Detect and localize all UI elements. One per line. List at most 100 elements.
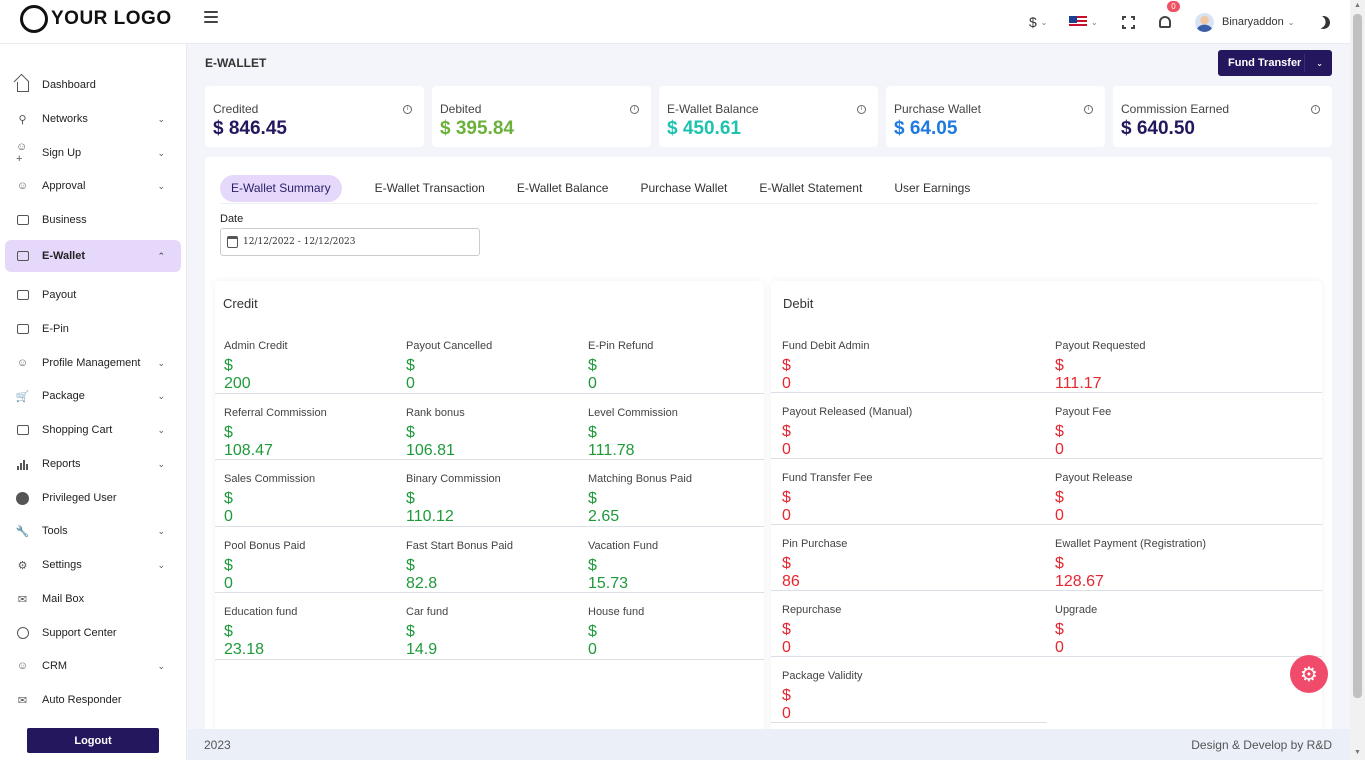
summary-item-value: $ 0	[224, 556, 233, 592]
tab-e-wallet-transaction[interactable]: E-Wallet Transaction	[374, 180, 485, 195]
summary-item-value: $ 128.67	[1055, 555, 1104, 590]
mail-icon: ✉	[17, 593, 28, 606]
settings-fab-button[interactable]: ⚙	[1290, 655, 1328, 693]
chevron-down-icon: ⌄	[1287, 17, 1295, 27]
sidebar-item-tools[interactable]: 🔧 Tools ⌄	[5, 515, 181, 547]
user-plus-icon: ☺+	[16, 141, 28, 165]
sidebar-item-payout[interactable]: Payout	[5, 279, 181, 311]
fund-transfer-label: Fund Transfer	[1228, 57, 1302, 69]
info-icon[interactable]: i	[630, 105, 639, 114]
chevron-down-icon: ⌄	[1040, 17, 1048, 27]
sidebar-item-profile-management[interactable]: ☺ Profile Management ⌄	[5, 347, 181, 379]
sidebar-item-label: Privileged User	[42, 492, 117, 504]
logo[interactable]: YOUR LOGO	[20, 5, 172, 33]
stat-value: $ 450.61	[667, 118, 741, 139]
summary-item-label: Level Commission	[588, 406, 678, 419]
scroll-up-icon[interactable]: ▲	[1354, 2, 1361, 9]
summary-item-label: E-Pin Refund	[588, 340, 654, 352]
stat-value: $ 395.84	[440, 118, 514, 139]
info-icon[interactable]: i	[403, 105, 412, 114]
sidebar-item-label: Reports	[42, 458, 81, 470]
summary-item-label: Package Validity	[782, 670, 863, 682]
user-circle-icon	[16, 491, 29, 505]
sidebar-item-business[interactable]: Business	[5, 204, 181, 236]
summary-item-value: $ 0	[588, 623, 597, 658]
sidebar-item-support-center[interactable]: Support Center	[5, 617, 181, 649]
summary-item-value: $ 0	[782, 423, 791, 458]
sidebar-item-approval[interactable]: ☺ Approval ⌄	[5, 170, 181, 202]
briefcase-icon	[16, 214, 29, 227]
sidebar-item-privileged-user[interactable]: Privileged User	[5, 482, 181, 514]
stat-label: Commission Earned	[1121, 102, 1230, 116]
chevron-down-icon: ⌄	[1091, 17, 1098, 27]
sidebar-item-package[interactable]: 🛒 Package ⌄	[5, 380, 181, 412]
sidebar-item-crm[interactable]: ☺ CRM ⌄	[5, 650, 181, 682]
tab-e-wallet-balance[interactable]: E-Wallet Balance	[516, 180, 609, 195]
info-icon[interactable]: i	[1084, 105, 1093, 114]
gear-icon: ⚙	[17, 559, 28, 572]
sidebar-item-e-wallet[interactable]: E-Wallet ⌃	[5, 240, 181, 272]
username: Binaryaddon	[1222, 16, 1284, 28]
tab-e-wallet-summary[interactable]: E-Wallet Summary	[220, 174, 342, 202]
hamburger-menu-icon[interactable]	[204, 11, 218, 23]
fullscreen-icon	[1121, 14, 1136, 30]
scrollbar-thumb[interactable]	[1353, 14, 1362, 698]
dark-mode-toggle[interactable]	[1317, 0, 1330, 44]
sidebar-item-settings[interactable]: ⚙ Settings ⌄	[5, 549, 181, 581]
sidebar-item-label: Payout	[42, 289, 77, 301]
summary-item-value: $ 111.17	[1055, 357, 1102, 392]
summary-item-label: Fund Debit Admin	[782, 340, 870, 352]
summary-item-value: $ 0	[782, 621, 791, 656]
summary-item-label: Fast Start Bonus Paid	[406, 539, 513, 552]
stat-label: Debited	[440, 102, 482, 116]
sidebar-item-auto-responder[interactable]: ✉ Auto Responder	[5, 684, 181, 716]
stat-label: E-Wallet Balance	[667, 102, 759, 116]
info-icon[interactable]: i	[1311, 105, 1320, 114]
row-divider	[771, 524, 1322, 525]
language-selector[interactable]: ⌄	[1069, 0, 1098, 44]
tab-e-wallet-statement[interactable]: E-Wallet Statement	[759, 180, 863, 195]
summary-item-label: Admin Credit	[224, 340, 288, 352]
notifications-button[interactable]	[1159, 0, 1171, 44]
footer-credit: Design & Develop by R&D	[1191, 738, 1332, 752]
tab-user-earnings[interactable]: User Earnings	[894, 180, 971, 195]
stat-card-credited: Credited $ 846.45 i	[205, 86, 424, 147]
row-divider	[771, 458, 1322, 459]
row-divider	[215, 525, 764, 527]
date-range-input[interactable]: 12/12/2022 - 12/12/2023	[220, 228, 480, 256]
user-menu[interactable]: Binaryaddon ⌄	[1195, 0, 1294, 44]
sidebar-item-label: CRM	[42, 660, 68, 672]
scroll-down-icon[interactable]: ▼	[1354, 749, 1361, 756]
currency-selector[interactable]: $ ⌄	[1029, 0, 1048, 44]
logout-button[interactable]: Logout	[27, 728, 159, 753]
stat-card-debited: Debited $ 395.84 i	[432, 86, 651, 147]
stat-card-e-wallet-balance: E-Wallet Balance $ 450.61 i	[659, 86, 878, 147]
sidebar-item-sign-up[interactable]: ☺+ Sign Up ⌄	[5, 137, 181, 169]
tab-purchase-wallet[interactable]: Purchase Wallet	[640, 180, 728, 195]
stat-value: $ 64.05	[894, 118, 958, 139]
credit-title: Credit	[223, 296, 258, 311]
fund-transfer-button[interactable]: Fund Transfer ⌄	[1218, 50, 1332, 76]
sidebar-item-dashboard[interactable]: Dashboard	[5, 69, 181, 101]
network-icon: ⚲	[18, 113, 27, 126]
debit-section: Debit Fund Debit Admin $ 0 Payout Requeste…	[771, 281, 1322, 760]
sidebar-item-mail-box[interactable]: ✉ Mail Box	[5, 583, 181, 615]
page-scrollbar[interactable]: ▲ ▼	[1350, 0, 1365, 760]
stat-value: $ 846.45	[213, 118, 287, 139]
chevron-down-icon: ⌄	[157, 180, 165, 191]
sidebar-item-label: Approval	[42, 180, 86, 192]
summary-item-label: Education fund	[224, 606, 298, 618]
sidebar-item-label: Profile Management	[42, 357, 141, 369]
summary-item-label: Matching Bonus Paid	[588, 473, 692, 485]
sidebar-item-networks[interactable]: ⚲ Networks ⌄	[5, 103, 181, 135]
sidebar-item-reports[interactable]: Reports ⌄	[5, 448, 181, 480]
summary-item-label: Repurchase	[782, 604, 842, 616]
sidebar-item-e-pin[interactable]: E-Pin	[5, 313, 181, 345]
chevron-down-icon: ⌄	[157, 113, 165, 124]
info-icon[interactable]: i	[857, 105, 866, 114]
us-flag-icon	[1069, 16, 1087, 28]
date-label: Date	[220, 213, 244, 225]
sidebar-item-shopping-cart[interactable]: Shopping Cart ⌄	[5, 414, 181, 446]
summary-item-value: $ 0	[782, 357, 791, 392]
fullscreen-button[interactable]	[1121, 0, 1136, 44]
